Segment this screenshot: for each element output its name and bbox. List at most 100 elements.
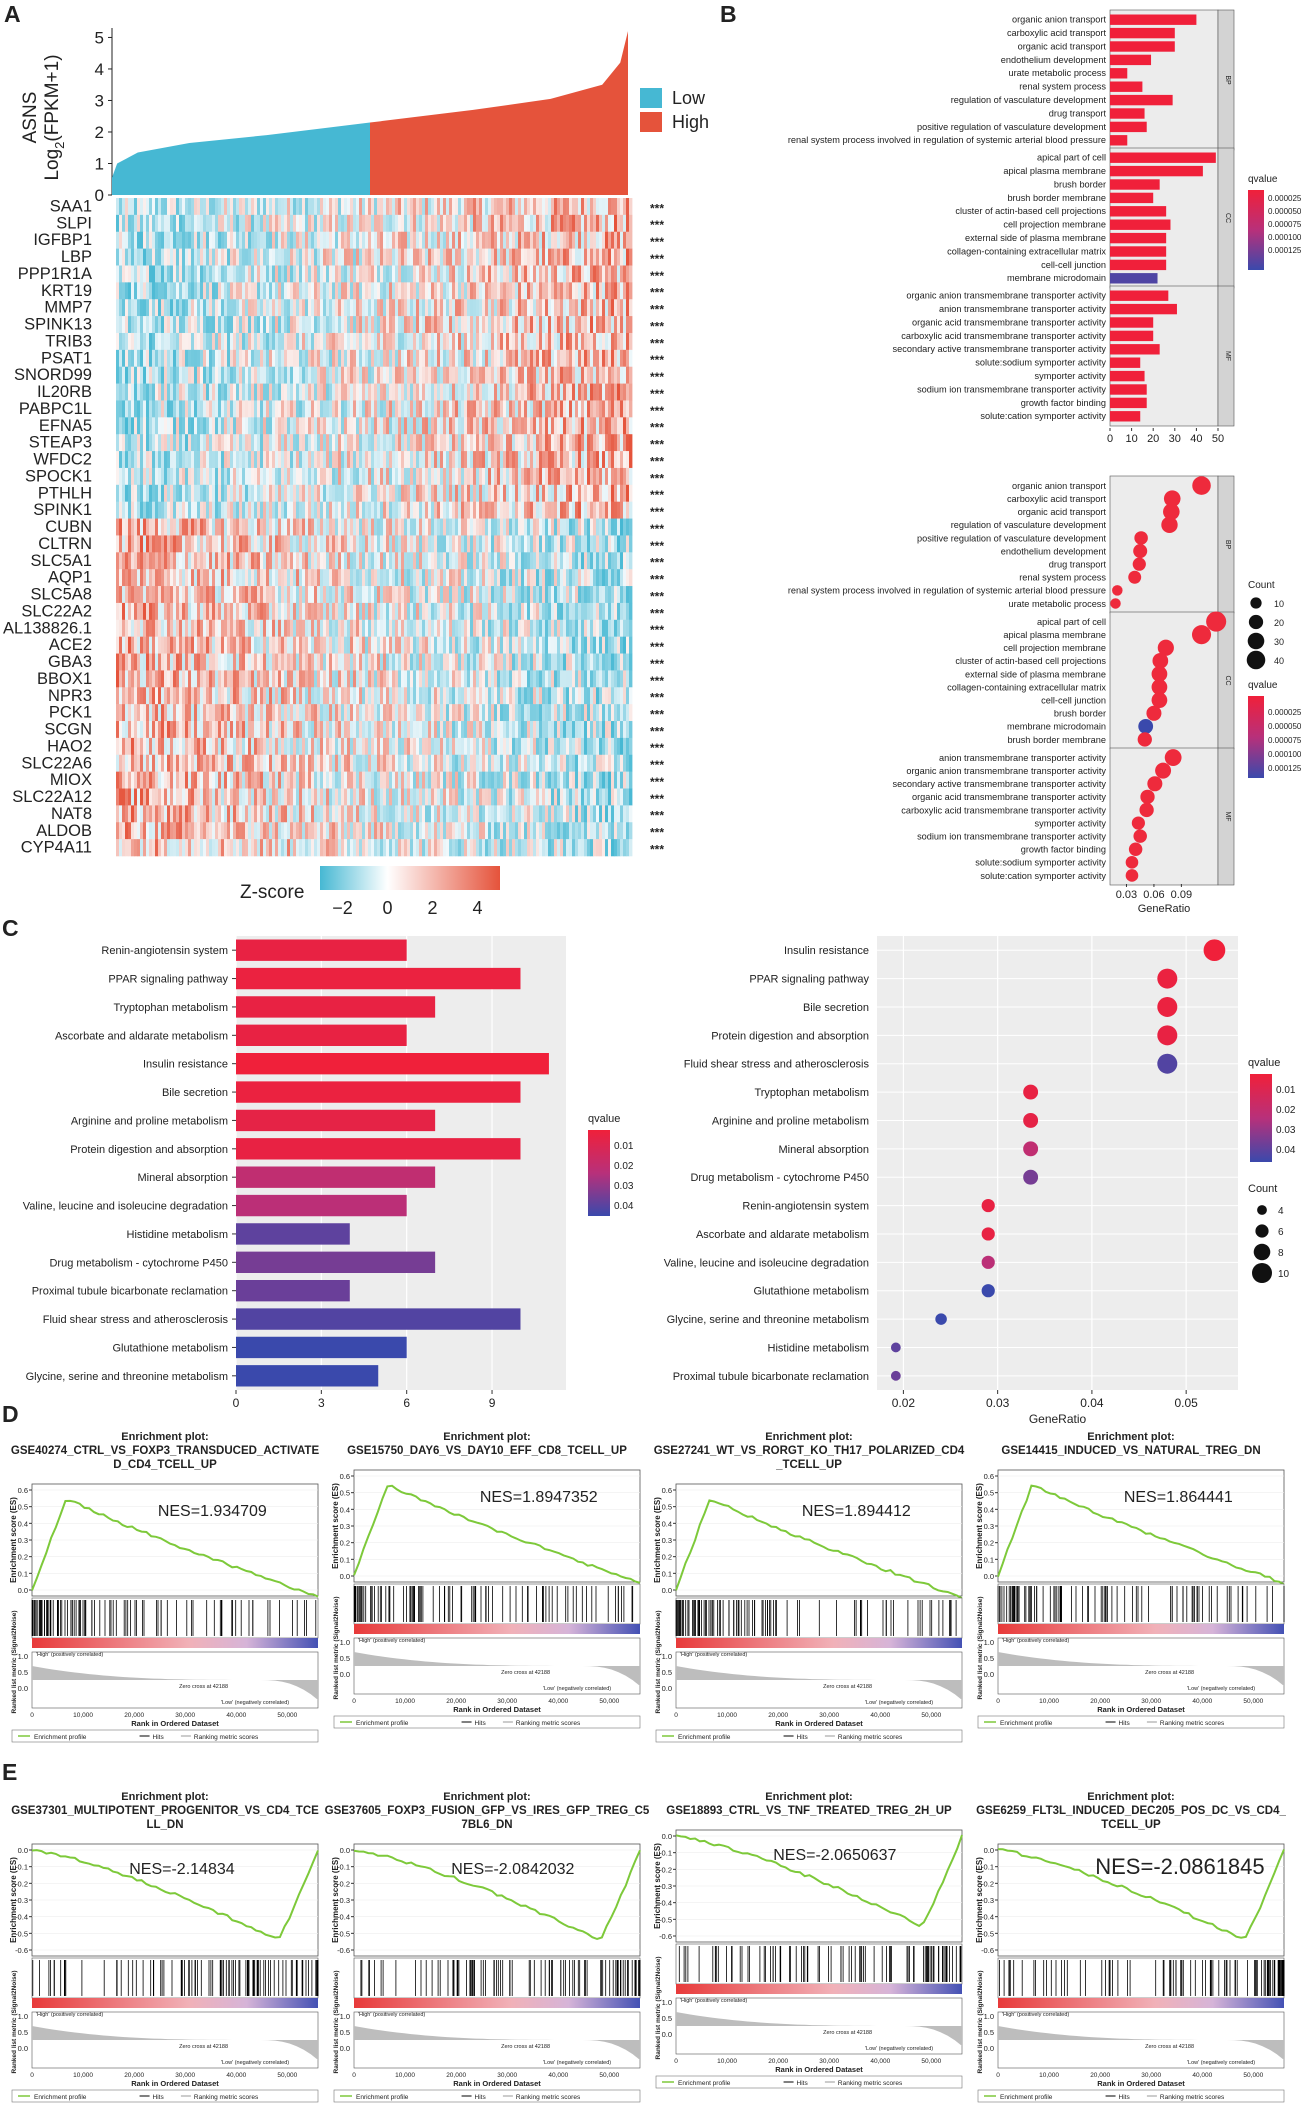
heatmap-cell: [539, 569, 543, 587]
heatmap-cell: [446, 484, 450, 502]
heatmap-cell: [164, 467, 168, 486]
heatmap-cell: [596, 602, 600, 621]
heatmap-cell: [608, 569, 612, 587]
heatmap-cell: [212, 602, 216, 621]
heatmap-cell: [362, 636, 366, 654]
heatmap-cell: [533, 619, 537, 637]
heatmap-cell: [287, 299, 291, 317]
heatmap-cell: [170, 653, 174, 671]
heatmap-cell: [137, 451, 141, 469]
low-area: [112, 122, 370, 195]
heatmap-cell: [428, 602, 432, 621]
heatmap-cell: [272, 670, 276, 688]
heatmap-cell: [317, 349, 321, 368]
heatmap-cell: [464, 586, 468, 604]
heatmap-cell: [590, 349, 594, 368]
heatmap-cell: [488, 349, 492, 368]
heatmap-cell: [257, 518, 261, 536]
heatmap-cell: [497, 451, 501, 469]
heatmap-cell: [461, 383, 465, 401]
heatmap-cell: [347, 417, 351, 435]
heatmap-cell: [419, 400, 423, 418]
heatmap-cell: [422, 619, 426, 637]
heatmap-cell: [473, 366, 477, 384]
heatmap-cell: [287, 586, 291, 604]
heatmap-cell: [413, 265, 417, 283]
heatmap-cell: [455, 451, 459, 469]
heatmap-cell: [302, 332, 306, 351]
heatmap-cell: [299, 434, 303, 452]
heatmap-cell: [512, 248, 516, 266]
heatmap-cell: [362, 248, 366, 266]
heatmap-cell: [350, 383, 354, 401]
heatmap-cell: [524, 383, 528, 401]
heatmap-cell: [374, 518, 378, 536]
heatmap-cell: [476, 316, 480, 334]
heatmap-cell: [434, 602, 438, 621]
heatmap-cell: [278, 467, 282, 486]
heatmap-cell: [452, 231, 456, 249]
heatmap-cell: [251, 653, 255, 671]
heatmap-cell: [119, 349, 123, 368]
heatmap-cell: [350, 332, 354, 351]
heatmap-cell: [404, 417, 408, 435]
heatmap-cell: [317, 282, 321, 300]
heatmap-cell: [248, 535, 252, 553]
heatmap-cell: [596, 265, 600, 283]
heatmap-cell: [197, 569, 201, 587]
heatmap-cell: [611, 417, 615, 435]
heatmap-cell: [500, 366, 504, 384]
heatmap-cell: [431, 198, 435, 216]
heatmap-cell: [338, 518, 342, 536]
heatmap-cell: [515, 198, 519, 216]
heatmap-cell: [458, 467, 462, 486]
heatmap-cell: [494, 552, 498, 570]
heatmap-cell: [314, 518, 318, 536]
heatmap-cell: [509, 653, 513, 671]
heatmap-cell: [176, 214, 180, 233]
heatmap-cell: [251, 400, 255, 418]
heatmap-cell: [431, 299, 435, 317]
heatmap-cell: [170, 619, 174, 637]
heatmap-cell: [587, 451, 591, 469]
heatmap-cell: [431, 349, 435, 368]
heatmap-cell: [236, 552, 240, 570]
heatmap-cell: [548, 332, 552, 351]
heatmap-cell: [545, 231, 549, 249]
heatmap-cell: [284, 265, 288, 283]
heatmap-cell: [365, 265, 369, 283]
heatmap-cell: [317, 400, 321, 418]
heatmap-cell: [269, 248, 273, 266]
heatmap-cell: [545, 383, 549, 401]
heatmap-cell: [365, 619, 369, 637]
heatmap-cell: [455, 619, 459, 637]
heatmap-cell: [302, 282, 306, 300]
heatmap-cell: [455, 299, 459, 317]
heatmap-cell: [191, 265, 195, 283]
heatmap-cell: [365, 366, 369, 384]
heatmap-cell: [263, 586, 267, 604]
heatmap-cell: [518, 265, 522, 283]
heatmap-cell: [542, 552, 546, 570]
heatmap-cell: [143, 265, 147, 283]
heatmap-cell: [551, 619, 555, 637]
heatmap-cell: [584, 451, 588, 469]
heatmap-cell: [458, 535, 462, 553]
heatmap-cell: [179, 434, 183, 452]
heatmap-cell: [182, 484, 186, 502]
heatmap-cell: [191, 332, 195, 351]
heatmap-cell: [611, 231, 615, 249]
heatmap-cell: [362, 535, 366, 553]
heatmap-cell: [368, 451, 372, 469]
heatmap-cell: [371, 586, 375, 604]
heatmap-cell: [155, 248, 159, 266]
heatmap-cell: [470, 434, 474, 452]
heatmap-cell: [134, 400, 138, 418]
heatmap-cell: [230, 265, 234, 283]
heatmap-cell: [266, 653, 270, 671]
heatmap-cell: [221, 366, 225, 384]
heatmap-cell: [449, 282, 453, 300]
heatmap-cell: [578, 535, 582, 553]
heatmap-cell: [518, 417, 522, 435]
heatmap-cell: [401, 383, 405, 401]
